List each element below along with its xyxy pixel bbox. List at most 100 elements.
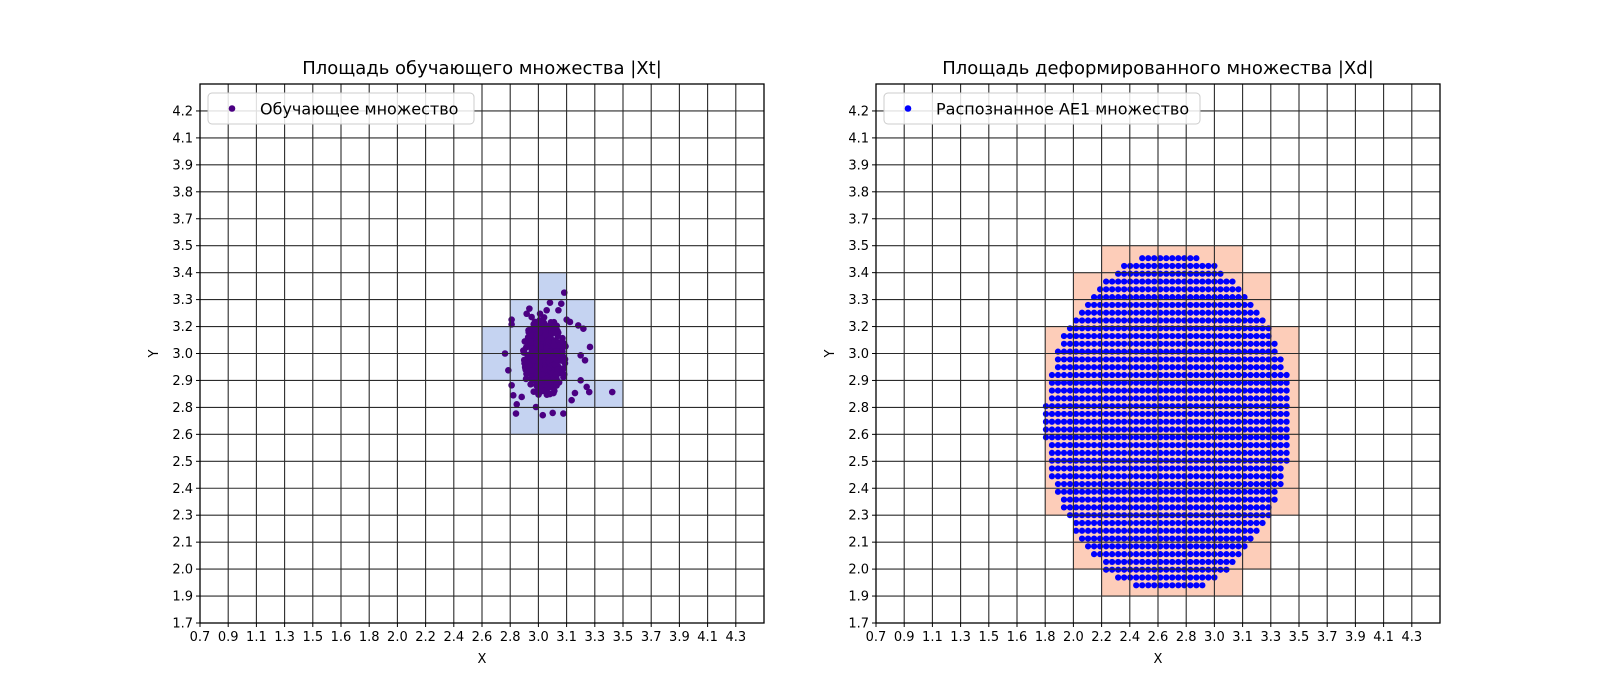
data-point [1175, 278, 1182, 285]
data-point [1277, 465, 1284, 472]
data-point [1163, 356, 1170, 363]
data-point [1247, 449, 1254, 456]
data-point [1151, 356, 1158, 363]
data-point [1139, 364, 1146, 371]
y-tick-label: 2.9 [172, 374, 193, 389]
data-point [1193, 364, 1200, 371]
data-point [1103, 379, 1110, 386]
data-point [1235, 535, 1242, 542]
data-point [1072, 379, 1080, 386]
data-point [1199, 527, 1206, 534]
data-point [1072, 496, 1080, 503]
data-point [1151, 449, 1158, 456]
data-point [1175, 270, 1182, 277]
data-point [1169, 566, 1176, 573]
data-point [1115, 332, 1122, 340]
data-point [1229, 504, 1236, 511]
data-point [1084, 332, 1092, 340]
data-point [1133, 387, 1140, 394]
data-point [1199, 356, 1206, 363]
data-point [1078, 364, 1086, 371]
data-point [1145, 332, 1152, 340]
data-point [1229, 332, 1236, 340]
data-point [1145, 473, 1152, 480]
data-point [1121, 371, 1128, 379]
data-point [1151, 379, 1158, 386]
data-point [1066, 496, 1074, 503]
x-tick-label: 4.3 [1401, 630, 1422, 645]
data-point [509, 392, 517, 399]
data-point [1223, 418, 1230, 425]
data-point [1217, 566, 1224, 573]
data-point [1072, 356, 1080, 363]
data-point [1145, 543, 1152, 550]
data-point [1133, 410, 1140, 418]
data-point [1205, 566, 1212, 573]
data-point [1193, 543, 1200, 550]
data-point [1060, 457, 1068, 464]
data-point [1187, 255, 1194, 262]
data-point [1205, 410, 1212, 418]
data-point [1217, 294, 1224, 301]
data-point [1175, 332, 1182, 340]
data-point [1217, 504, 1224, 511]
data-point [585, 388, 593, 396]
data-point [1072, 480, 1080, 488]
data-point [518, 393, 526, 401]
data-point [1223, 527, 1230, 534]
data-point [1096, 543, 1104, 550]
data-point [1199, 410, 1206, 418]
data-point [1103, 340, 1110, 347]
data-point [1199, 294, 1206, 301]
data-point [1223, 465, 1230, 472]
data-point [1151, 504, 1158, 511]
data-point [1223, 535, 1230, 542]
data-point [1187, 434, 1194, 441]
data-point [1103, 527, 1110, 534]
data-point [1205, 480, 1212, 488]
data-point [1133, 434, 1140, 441]
data-point [1157, 551, 1164, 558]
data-point [1157, 301, 1164, 309]
data-point [1217, 364, 1224, 371]
data-point [1157, 473, 1164, 480]
data-point [1145, 340, 1152, 347]
legend-marker-icon [904, 105, 912, 112]
data-point [1145, 294, 1152, 301]
data-point [1151, 519, 1158, 527]
data-point [1139, 558, 1146, 566]
data-point [1265, 356, 1272, 363]
data-point [1253, 340, 1260, 347]
data-point [1139, 255, 1146, 262]
data-point [1133, 294, 1140, 301]
data-point [1084, 480, 1092, 488]
data-point [1223, 473, 1230, 480]
data-point [553, 382, 560, 389]
data-point [1072, 465, 1080, 472]
data-point [1193, 566, 1200, 573]
data-point [1066, 418, 1074, 425]
data-point [1265, 410, 1272, 418]
data-point [1151, 403, 1158, 410]
data-point [1157, 504, 1164, 511]
data-point [1271, 379, 1278, 386]
data-point [1109, 465, 1116, 472]
data-point [1060, 340, 1068, 347]
data-point [1259, 519, 1266, 527]
data-point [1121, 558, 1128, 566]
data-point [1169, 410, 1176, 418]
data-point [1072, 519, 1080, 527]
data-point [1139, 457, 1146, 464]
data-point [1109, 379, 1116, 386]
data-point [1259, 488, 1266, 495]
data-point [1078, 496, 1086, 503]
data-point [1084, 488, 1092, 495]
data-point [1205, 301, 1212, 309]
data-point [1169, 387, 1176, 394]
data-point [1151, 262, 1158, 270]
data-point [1205, 551, 1212, 558]
data-point [1223, 551, 1230, 558]
data-point [1066, 480, 1074, 488]
y-tick-label: 4.2 [172, 104, 193, 119]
data-point [1199, 332, 1206, 340]
